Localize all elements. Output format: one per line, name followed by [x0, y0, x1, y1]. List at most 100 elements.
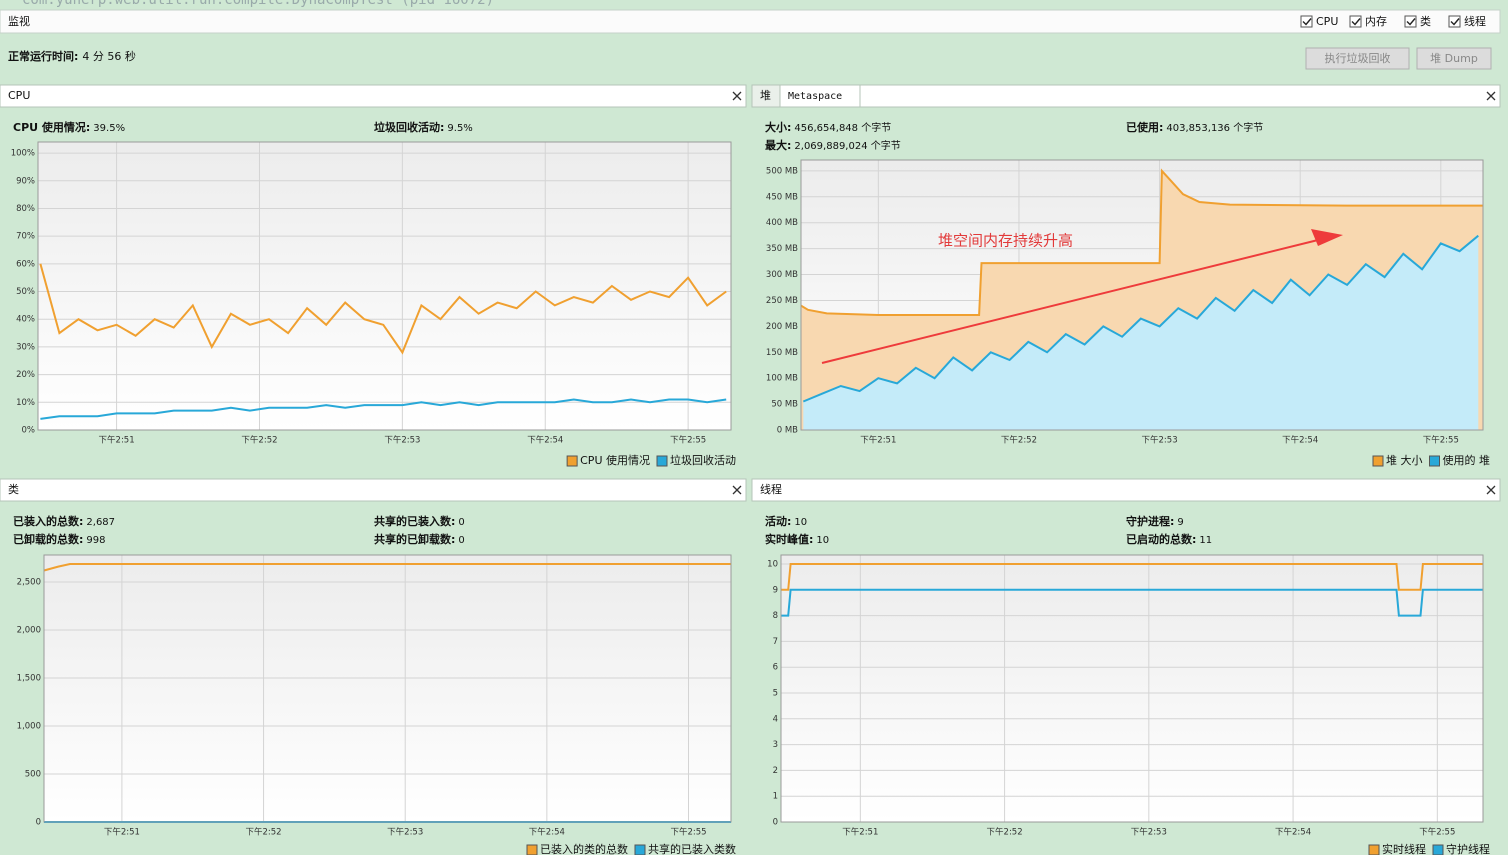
close-icon[interactable]: [1486, 91, 1496, 101]
tab-label[interactable]: CPU: [8, 89, 30, 102]
legend-label: 使用的 堆: [1443, 453, 1491, 467]
close-icon[interactable]: [1486, 485, 1496, 495]
tab-label[interactable]: 堆: [760, 89, 771, 102]
legend-swatch: [634, 844, 646, 855]
y-tick-label: 0: [773, 818, 778, 828]
checkbox[interactable]: CPU: [1300, 15, 1338, 28]
tab[interactable]: [779, 84, 861, 108]
stat-label: 最大:: [765, 138, 791, 152]
legend-swatch: [1429, 455, 1440, 467]
uptime-label: 正常运行时间:: [8, 49, 78, 63]
y-tick-label: 2,500: [17, 577, 41, 587]
y-tick-label: 5: [773, 689, 778, 699]
y-tick-label: 80%: [16, 204, 35, 214]
button-frame: [1305, 47, 1410, 70]
annotation-arrow: [821, 239, 1319, 364]
x-tick-label: 下午2:53: [1142, 435, 1178, 446]
close-icon[interactable]: [732, 91, 742, 101]
button[interactable]: 堆 Dump: [1416, 47, 1492, 70]
y-tick-label: 2,000: [17, 625, 41, 635]
stat-value: 10: [816, 535, 829, 546]
stat-value: 9.5%: [447, 123, 472, 134]
stat: 已使用: 403,853,136 个字节: [1126, 120, 1263, 134]
x-tick-label: 下午2:54: [1282, 435, 1318, 446]
stat-label: 已启动的总数:: [1126, 532, 1196, 546]
check-mark: [1302, 18, 1312, 26]
plot-frame: [37, 141, 732, 431]
stat-value: 0: [458, 517, 464, 528]
panel-header: [0, 84, 747, 108]
legend-label: CPU 使用情况: [580, 454, 650, 467]
stat: 守护进程: 9: [1126, 514, 1184, 528]
stat-label: 已使用:: [1126, 120, 1163, 134]
stat: 活动: 10: [765, 514, 807, 528]
y-tick-label: 50%: [16, 287, 35, 297]
y-tick-label: 7: [773, 637, 778, 647]
legend-label: 实时线程: [1382, 842, 1426, 855]
x-tick-label: 下午2:55: [670, 435, 706, 446]
stat-label: CPU 使用情况:: [13, 120, 90, 134]
y-tick-label: 8: [773, 611, 778, 621]
y-tick-label: 1,500: [17, 673, 41, 683]
x-tick-label: 下午2:53: [384, 435, 420, 446]
checkbox[interactable]: 类: [1404, 14, 1431, 28]
panel-header: [0, 478, 747, 502]
y-tick-label: 2: [773, 766, 778, 776]
tab-label[interactable]: 线程: [760, 482, 782, 496]
series-line: [781, 588, 1483, 617]
stat: 实时峰值: 10: [765, 532, 829, 546]
stat-label: 大小:: [765, 120, 791, 134]
y-tick-label: 500: [25, 769, 41, 779]
checkbox-box: [1448, 15, 1461, 28]
y-tick-label: 200 MB: [766, 322, 798, 332]
series-line: [802, 234, 1479, 403]
checkbox[interactable]: 线程: [1448, 14, 1486, 28]
stat-label: 守护进程:: [1126, 514, 1174, 528]
y-tick-label: 0: [36, 818, 41, 828]
y-tick-label: 1: [773, 792, 778, 802]
y-tick-label: 6: [773, 663, 778, 673]
series-line: [781, 563, 1483, 591]
tab-label[interactable]: Metaspace: [788, 91, 842, 102]
checkbox-label: 线程: [1464, 14, 1486, 28]
stat-value: 39.5%: [93, 123, 125, 134]
tab-label[interactable]: 类: [8, 482, 19, 496]
panel-header: [751, 478, 1501, 502]
x-tick-label: 下午2:54: [527, 435, 563, 446]
x-tick-label: 下午2:55: [1419, 827, 1455, 838]
y-tick-label: 50 MB: [771, 400, 798, 410]
plot-area: [44, 555, 731, 822]
checkbox[interactable]: 内存: [1349, 14, 1387, 28]
x-tick-label: 下午2:52: [987, 827, 1023, 838]
stat-label: 垃圾回收活动:: [374, 120, 444, 134]
stat-value: 9: [1177, 517, 1183, 528]
y-tick-label: 350 MB: [766, 244, 798, 254]
legend-label: 守护线程: [1446, 842, 1490, 855]
y-tick-label: 60%: [16, 259, 35, 269]
stat-value: 998: [86, 535, 105, 546]
y-tick-label: 10%: [16, 398, 35, 408]
y-tick-label: 30%: [16, 342, 35, 352]
stat-value: 0: [458, 535, 464, 546]
y-tick-label: 450 MB: [766, 192, 798, 202]
y-tick-label: 3: [773, 740, 778, 750]
stat-value: 10: [794, 517, 807, 528]
close-icon[interactable]: [732, 485, 742, 495]
legend-swatch: [1372, 455, 1384, 467]
checkbox-label: 类: [1420, 14, 1431, 28]
y-tick-label: 500 MB: [766, 166, 798, 176]
toolbar: [0, 9, 1501, 34]
panel-header: [751, 84, 1501, 108]
y-tick-label: 0 MB: [777, 426, 798, 436]
stat-label: 已装入的总数:: [13, 514, 83, 528]
stat-value: 403,853,136 个字节: [1166, 121, 1263, 134]
legend-swatch: [566, 455, 578, 467]
check-mark: [1406, 18, 1416, 26]
stat-value: 2,069,889,024 个字节: [794, 139, 900, 152]
checkbox-label: CPU: [1316, 15, 1338, 28]
x-tick-label: 下午2:53: [1131, 827, 1167, 838]
y-tick-label: 90%: [16, 176, 35, 186]
button[interactable]: 执行垃圾回收: [1305, 47, 1410, 70]
stat: 已装入的总数: 2,687: [13, 514, 115, 528]
